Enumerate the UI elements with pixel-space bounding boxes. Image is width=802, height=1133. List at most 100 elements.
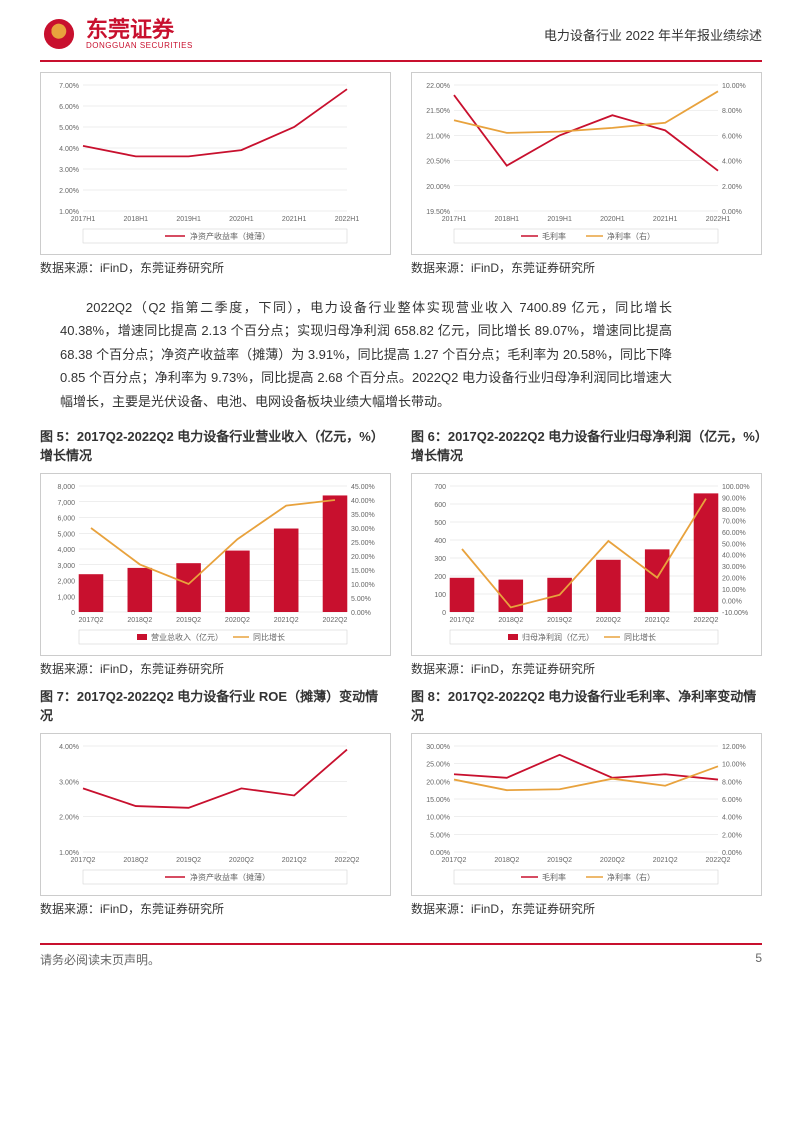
svg-text:21.00%: 21.00%: [426, 133, 450, 140]
source-text: 数据来源：iFinD，东莞证券研究所: [411, 259, 762, 276]
page-footer: 请务必阅读末页声明。 5: [40, 943, 762, 968]
svg-text:3.00%: 3.00%: [59, 167, 79, 174]
svg-text:25.00%: 25.00%: [426, 762, 450, 769]
svg-text:净利率（右）: 净利率（右）: [607, 231, 655, 241]
page-number: 5: [755, 951, 762, 968]
chart-fig5: 01,0002,0003,0004,0005,0006,0007,0008,00…: [40, 473, 391, 656]
brand-name-en: DONGGUAN SECURITIES: [86, 41, 193, 50]
svg-text:20.00%: 20.00%: [351, 554, 375, 561]
brand-name: 东莞证券: [86, 19, 193, 41]
fig7-title: 图 7：2017Q2-2022Q2 电力设备行业 ROE（摊薄）变动情况: [40, 687, 391, 727]
svg-text:12.00%: 12.00%: [722, 744, 746, 751]
svg-text:400: 400: [434, 538, 446, 545]
svg-text:2020Q2: 2020Q2: [596, 617, 621, 624]
svg-text:2022H1: 2022H1: [335, 216, 360, 223]
svg-text:2017Q2: 2017Q2: [442, 857, 467, 864]
svg-text:2022Q2: 2022Q2: [706, 857, 731, 864]
svg-text:6,000: 6,000: [57, 515, 75, 522]
svg-text:净资产收益率（摊薄）: 净资产收益率（摊薄）: [190, 872, 270, 882]
svg-text:2020H1: 2020H1: [600, 216, 625, 223]
chart-fig7: 1.00%2.00%3.00%4.00%2017Q22018Q22019Q220…: [40, 733, 391, 896]
svg-text:200: 200: [434, 574, 446, 581]
svg-text:2020Q2: 2020Q2: [229, 857, 254, 864]
svg-text:0: 0: [442, 610, 446, 617]
svg-text:4.00%: 4.00%: [59, 744, 79, 751]
svg-text:0.00%: 0.00%: [722, 598, 742, 605]
svg-text:21.50%: 21.50%: [426, 108, 450, 115]
svg-text:2,000: 2,000: [57, 578, 75, 585]
logo-icon: [40, 18, 78, 50]
svg-text:2021Q2: 2021Q2: [274, 617, 299, 624]
svg-text:净资产收益率（摊薄）: 净资产收益率（摊薄）: [190, 231, 270, 241]
svg-text:5.00%: 5.00%: [59, 125, 79, 132]
svg-text:1,000: 1,000: [57, 594, 75, 601]
fig8-title: 图 8：2017Q2-2022Q2 电力设备行业毛利率、净利率变动情况: [411, 687, 762, 727]
svg-text:-10.00%: -10.00%: [722, 610, 748, 617]
svg-text:20.50%: 20.50%: [426, 159, 450, 166]
svg-text:2020H1: 2020H1: [229, 216, 254, 223]
svg-text:6.00%: 6.00%: [722, 133, 742, 140]
svg-text:2018H1: 2018H1: [124, 216, 149, 223]
svg-text:0.00%: 0.00%: [351, 610, 371, 617]
svg-text:归母净利润（亿元）: 归母净利润（亿元）: [522, 632, 594, 642]
svg-text:2022Q2: 2022Q2: [335, 857, 360, 864]
svg-text:22.00%: 22.00%: [426, 83, 450, 90]
svg-text:8,000: 8,000: [57, 484, 75, 491]
svg-text:6.00%: 6.00%: [722, 797, 742, 804]
svg-text:2020Q2: 2020Q2: [600, 857, 625, 864]
chart-margins-h1: 19.50% 20.00% 20.50% 21.00% 21.50% 22.00% 0.00…: [411, 72, 762, 255]
body-paragraph: 2022Q2（Q2 指第二季度，下同），电力设备行业整体实现营业收入 7400.…: [60, 296, 672, 413]
svg-text:30.00%: 30.00%: [722, 564, 746, 571]
svg-text:90.00%: 90.00%: [722, 495, 746, 502]
svg-text:1.00%: 1.00%: [59, 850, 79, 857]
svg-text:2019Q2: 2019Q2: [176, 617, 201, 624]
svg-text:2022Q2: 2022Q2: [694, 617, 719, 624]
svg-text:10.00%: 10.00%: [722, 587, 746, 594]
svg-text:20.00%: 20.00%: [722, 576, 746, 583]
chart-fig8: 0.00%5.00%10.00%15.00%20.00%25.00%30.00%…: [411, 733, 762, 896]
svg-text:20.00%: 20.00%: [426, 184, 450, 191]
svg-text:2019H1: 2019H1: [547, 216, 572, 223]
svg-text:4,000: 4,000: [57, 547, 75, 554]
svg-text:25.00%: 25.00%: [351, 540, 375, 547]
svg-text:5.00%: 5.00%: [430, 832, 450, 839]
svg-text:3.00%: 3.00%: [59, 779, 79, 786]
svg-text:4.00%: 4.00%: [59, 146, 79, 153]
svg-text:100.00%: 100.00%: [722, 484, 750, 491]
svg-text:4.00%: 4.00%: [722, 159, 742, 166]
svg-text:50.00%: 50.00%: [722, 541, 746, 548]
svg-text:0.00%: 0.00%: [430, 850, 450, 857]
source-text: 数据来源：iFinD，东莞证券研究所: [40, 660, 391, 677]
svg-text:45.00%: 45.00%: [351, 484, 375, 491]
svg-text:0.00%: 0.00%: [722, 209, 742, 216]
svg-text:2017Q2: 2017Q2: [79, 617, 104, 624]
svg-text:2017H1: 2017H1: [442, 216, 467, 223]
source-text: 数据来源：iFinD，东莞证券研究所: [40, 259, 391, 276]
svg-text:2017H1: 2017H1: [71, 216, 96, 223]
svg-text:0.00%: 0.00%: [722, 850, 742, 857]
svg-text:2021Q2: 2021Q2: [282, 857, 307, 864]
svg-text:19.50%: 19.50%: [426, 209, 450, 216]
svg-text:60.00%: 60.00%: [722, 530, 746, 537]
svg-text:8.00%: 8.00%: [722, 779, 742, 786]
svg-text:5.00%: 5.00%: [351, 596, 371, 603]
svg-text:2017Q2: 2017Q2: [450, 617, 475, 624]
svg-text:10.00%: 10.00%: [722, 762, 746, 769]
fig6-title: 图 6：2017Q2-2022Q2 电力设备行业归母净利润（亿元，%）增长情况: [411, 427, 762, 467]
svg-text:500: 500: [434, 520, 446, 527]
svg-text:3,000: 3,000: [57, 563, 75, 570]
document-title: 电力设备行业 2022 年半年报业绩综述: [544, 25, 762, 44]
svg-text:0: 0: [71, 610, 75, 617]
svg-text:2018Q2: 2018Q2: [123, 857, 148, 864]
svg-text:2021H1: 2021H1: [282, 216, 307, 223]
fig5-title: 图 5：2017Q2-2022Q2 电力设备行业营业收入（亿元，%）增长情况: [40, 427, 391, 467]
disclaimer-text: 请务必阅读末页声明。: [40, 951, 160, 968]
svg-text:2.00%: 2.00%: [722, 832, 742, 839]
svg-text:7.00%: 7.00%: [59, 83, 79, 90]
svg-text:30.00%: 30.00%: [426, 744, 450, 751]
svg-text:2019Q2: 2019Q2: [176, 857, 201, 864]
svg-text:15.00%: 15.00%: [351, 568, 375, 575]
svg-text:2017Q2: 2017Q2: [71, 857, 96, 864]
svg-text:10.00%: 10.00%: [722, 83, 746, 90]
svg-text:2019H1: 2019H1: [176, 216, 201, 223]
